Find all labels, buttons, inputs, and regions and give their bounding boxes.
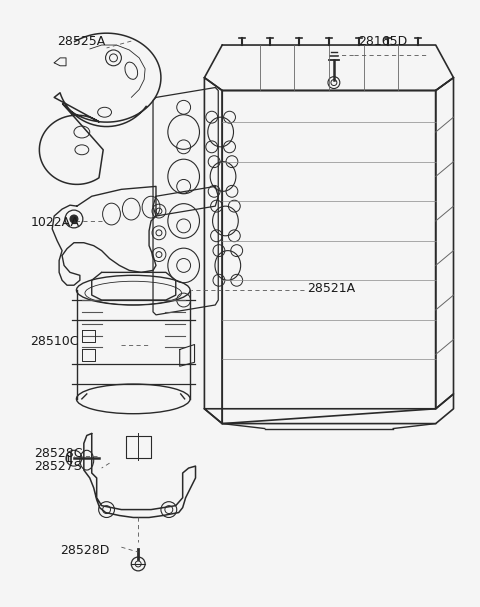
Text: 28528D: 28528D <box>60 544 109 557</box>
Text: 28527S: 28527S <box>35 459 82 473</box>
Text: 28165D: 28165D <box>359 35 408 47</box>
Circle shape <box>70 215 78 223</box>
Text: 28521A: 28521A <box>307 282 355 294</box>
Text: 28528C: 28528C <box>35 447 83 459</box>
Text: 28525A: 28525A <box>57 35 106 47</box>
Text: 1022AA: 1022AA <box>30 217 80 229</box>
Text: 28510C: 28510C <box>30 335 79 348</box>
